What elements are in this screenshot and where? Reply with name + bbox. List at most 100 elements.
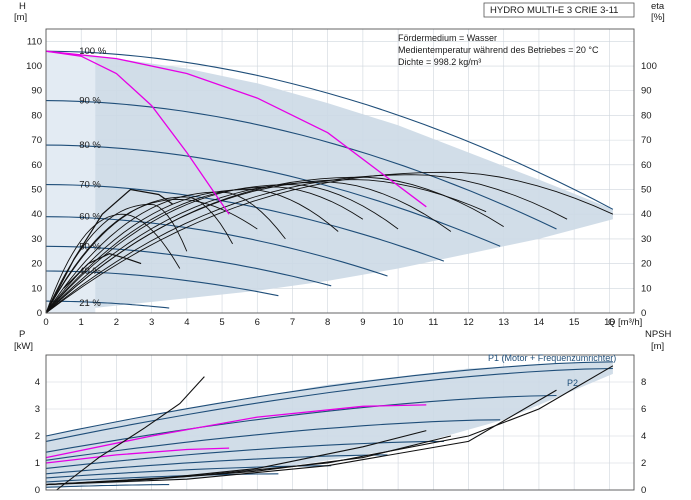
efficiency-curve-low-speed bbox=[63, 253, 142, 289]
efficiency-curve bbox=[45, 186, 364, 314]
y-right-tick-label: 100 bbox=[641, 61, 657, 72]
efficiency-curve bbox=[45, 179, 487, 314]
power-curve-magenta bbox=[45, 404, 427, 459]
y-left-axis-name: H bbox=[19, 1, 26, 12]
speed-label: 70 % bbox=[79, 180, 101, 191]
power-curve bbox=[45, 465, 332, 479]
x-tick-label: 3 bbox=[149, 317, 154, 328]
y-left-tick-label: 100 bbox=[26, 61, 42, 72]
p-tick-label: 0 bbox=[35, 485, 40, 496]
x-tick-label: 11 bbox=[428, 317, 438, 328]
speed-label: 50 % bbox=[79, 241, 101, 252]
x-tick-label: 1 bbox=[79, 317, 84, 328]
y-right-tick-label: 20 bbox=[641, 259, 652, 270]
head-curve-80 bbox=[45, 144, 501, 247]
y-left-tick-label: 20 bbox=[31, 259, 42, 270]
x-tick-label: 9 bbox=[360, 317, 365, 328]
x-tick-label: 12 bbox=[463, 317, 474, 328]
efficiency-curve bbox=[45, 191, 286, 314]
p-axis-unit: [kW] bbox=[14, 341, 33, 352]
power-npsh-panel: 0 1 2 3 4 0 2 4 6 8 P[kW] NPSH[m] P1 (Motor + Freque… bbox=[14, 329, 672, 496]
y-right-axis-name: eta bbox=[651, 1, 665, 12]
medium-note: Fördermedium = Wasser bbox=[398, 33, 497, 43]
npsh-tick-label: 0 bbox=[641, 485, 646, 496]
power-curve bbox=[45, 419, 501, 461]
x-tick-label: 13 bbox=[498, 317, 509, 328]
y-right-tick-label: 40 bbox=[641, 209, 652, 220]
head-curve-100 bbox=[45, 50, 614, 210]
top-plot-frame bbox=[45, 28, 635, 314]
x-tick-label: 7 bbox=[290, 317, 295, 328]
x-tick-label: 0 bbox=[43, 317, 48, 328]
npsh-curve bbox=[45, 389, 557, 486]
title-box-frame bbox=[483, 2, 635, 18]
power-curve bbox=[45, 361, 613, 437]
x-tick-label: 10 bbox=[393, 317, 404, 328]
y-right-tick-label: 0 bbox=[641, 308, 646, 319]
duty-curve-magenta bbox=[45, 50, 230, 215]
p2-series-label: P2 bbox=[567, 378, 578, 388]
bottom-plot-frame bbox=[45, 354, 635, 491]
power-curve-magenta bbox=[45, 447, 230, 464]
y-left-tick-label: 60 bbox=[31, 160, 42, 171]
x-tick-label: 4 bbox=[184, 317, 189, 328]
efficiency-curve bbox=[45, 174, 568, 314]
y-right-axis-unit: [%] bbox=[651, 12, 665, 23]
density-note: Dichte = 998.2 kg/m³ bbox=[398, 57, 481, 67]
y-right-tick-label: 30 bbox=[641, 234, 652, 245]
temperature-note: Medientemperatur während des Betriebes =… bbox=[398, 45, 599, 55]
npsh-axis-unit: [m] bbox=[651, 341, 664, 352]
y-left-axis-unit: [m] bbox=[14, 12, 27, 23]
y-right-tick-label: 10 bbox=[641, 283, 652, 294]
speed-label: 40 % bbox=[79, 266, 101, 277]
speed-label: 60 % bbox=[79, 212, 101, 223]
head-efficiency-panel: 100 %90 %80 %70 %60 %50 %40 %21 %0 1 2 3 4 5 6… bbox=[14, 1, 665, 328]
npsh-tick-label: 6 bbox=[641, 404, 646, 415]
x-tick-label: 6 bbox=[255, 317, 260, 328]
y-left-tick-label: 110 bbox=[27, 36, 42, 47]
head-curve-60 bbox=[45, 216, 388, 277]
efficiency-curve-low-speed bbox=[45, 188, 174, 314]
head-curve-21 bbox=[45, 300, 170, 309]
annotations: HYDRO MULTI-E 3 CRIE 3-11 Fördermedium =… bbox=[398, 2, 635, 67]
operating-envelope bbox=[46, 361, 613, 488]
speed-label: 21 % bbox=[79, 298, 101, 309]
head-curve-90 bbox=[45, 100, 557, 230]
y-right-tick-label: 60 bbox=[641, 160, 652, 171]
npsh-curve bbox=[45, 435, 452, 486]
npsh-tick-label: 8 bbox=[641, 377, 646, 388]
efficiency-curve bbox=[45, 184, 399, 314]
y-left-tick-label: 70 bbox=[31, 135, 42, 146]
speed-label: 80 % bbox=[79, 140, 101, 151]
power-curve bbox=[45, 367, 613, 442]
y-right-tick-label: 70 bbox=[641, 135, 652, 146]
x-tick-label: 15 bbox=[569, 317, 580, 328]
npsh-tick-label: 4 bbox=[641, 431, 646, 442]
duty-curve-magenta bbox=[45, 50, 427, 208]
p-tick-label: 4 bbox=[35, 377, 40, 388]
p1-series-label: P1 (Motor + Frequenzumrichter) bbox=[488, 353, 616, 363]
power-curve bbox=[45, 454, 388, 475]
efficiency-curve bbox=[45, 213, 181, 314]
npsh-curve bbox=[56, 376, 205, 491]
y-right-tick-label: 90 bbox=[641, 86, 652, 97]
efficiency-curve bbox=[45, 189, 339, 314]
y-left-tick-label: 40 bbox=[31, 209, 42, 220]
x-tick-label: 2 bbox=[114, 317, 119, 328]
x-tick-label: 16 bbox=[604, 317, 615, 328]
x-tick-label: 5 bbox=[219, 317, 224, 328]
power-curve bbox=[45, 394, 557, 453]
efficiency-curve bbox=[45, 181, 452, 314]
x-tick-label: 8 bbox=[325, 317, 330, 328]
npsh-tick-label: 2 bbox=[641, 458, 646, 469]
y-left-tick-label: 90 bbox=[31, 86, 42, 97]
head-curve-70 bbox=[45, 184, 445, 262]
power-curve bbox=[45, 484, 170, 488]
p-tick-label: 2 bbox=[35, 431, 40, 442]
p-tick-label: 1 bbox=[35, 458, 40, 469]
head-curve-40 bbox=[45, 270, 279, 297]
p-tick-label: 3 bbox=[35, 404, 40, 415]
p-axis-name: P bbox=[19, 329, 25, 340]
y-left-tick-label: 30 bbox=[31, 234, 42, 245]
